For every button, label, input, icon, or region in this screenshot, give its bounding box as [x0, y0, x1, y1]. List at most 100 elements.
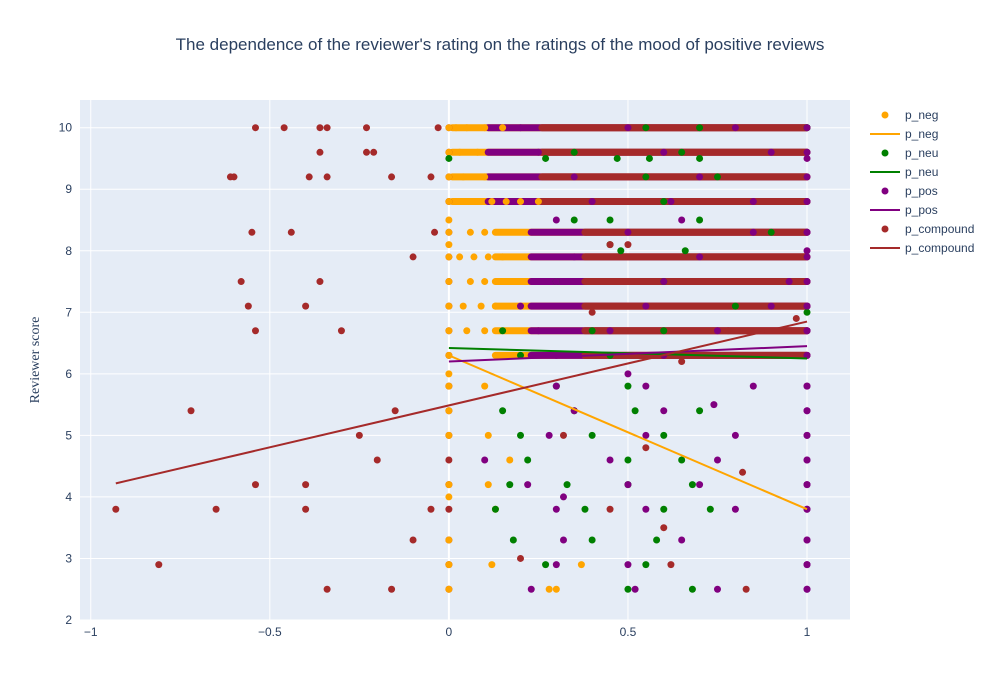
data-point-p_compound [248, 228, 256, 236]
data-point-p_neu [660, 198, 668, 206]
data-point-p_pos [767, 148, 775, 156]
data-point-p_compound [606, 505, 614, 513]
data-point-p_pos [570, 173, 578, 181]
data-point-p_neg [445, 302, 453, 310]
data-point-p_pos [642, 431, 650, 439]
data-point-p_pos [667, 198, 675, 206]
x-tick-label: −0.5 [258, 625, 282, 639]
data-point-p_pos [552, 382, 560, 390]
data-point-p_neu [542, 561, 550, 569]
data-point-p_compound [391, 407, 399, 415]
y-tick-label: 6 [65, 367, 72, 381]
data-point-p_neg [445, 370, 453, 378]
data-point-p_neg [577, 561, 585, 569]
data-point-p_neg [445, 382, 453, 390]
data-point-p_neg [445, 173, 453, 181]
data-point-p_compound [678, 358, 686, 366]
data-point-p_neg [445, 216, 453, 224]
data-point-p_neg [459, 173, 467, 181]
legend-item-line-p_pos[interactable]: p_pos [870, 203, 938, 217]
data-point-p_neg [445, 241, 453, 249]
data-point-p_neg [452, 124, 460, 132]
data-point-p_neg [466, 228, 474, 236]
data-point-p_neg [445, 198, 453, 206]
data-point-p_pos [481, 456, 489, 464]
data-point-p_pos [803, 198, 811, 206]
data-point-p_neu [631, 407, 639, 415]
data-point-p_neg [445, 407, 453, 415]
data-point-p_pos [552, 505, 560, 513]
data-point-p_neg [534, 198, 542, 206]
data-point-p_compound [323, 124, 331, 132]
data-point-p_compound [370, 148, 378, 156]
legend-marker-symbol [881, 149, 889, 157]
data-point-p_neg [463, 327, 471, 335]
data-point-p_pos [660, 278, 668, 286]
data-point-p_compound [302, 481, 310, 489]
data-point-p_pos [527, 585, 535, 593]
data-point-p_neu [563, 481, 571, 489]
data-point-p_neu [491, 505, 499, 513]
x-tick-label: 0.5 [620, 625, 637, 639]
data-point-p_pos [678, 216, 686, 224]
data-point-p_pos [696, 253, 704, 261]
data-point-p_neg [481, 327, 489, 335]
data-points [112, 124, 811, 593]
data-point-p_neg [445, 253, 453, 261]
legend-item-line-p_neg[interactable]: p_neg [870, 127, 938, 141]
legend-item-marker-p_compound[interactable]: p_compound [881, 222, 975, 236]
data-point-p_compound [251, 327, 259, 335]
data-point-p_neg [445, 278, 453, 286]
legend-item-line-p_compound[interactable]: p_compound [870, 241, 974, 255]
legend-marker-symbol [881, 225, 889, 233]
data-point-p_neg [470, 253, 478, 261]
legend-item-line-p_neu[interactable]: p_neu [870, 165, 938, 179]
data-point-p_pos [624, 124, 632, 132]
data-point-p_compound [363, 124, 371, 132]
legend-label: p_neg [905, 108, 938, 122]
legend-item-marker-p_neu[interactable]: p_neu [881, 146, 939, 160]
data-point-p_neg [488, 561, 496, 569]
data-point-p_neu [696, 407, 704, 415]
legend-label: p_neu [905, 146, 938, 160]
legend-item-marker-p_pos[interactable]: p_pos [881, 184, 938, 198]
data-point-p_neu [803, 308, 811, 316]
data-point-p_neu [570, 216, 578, 224]
data-point-p_compound [302, 302, 310, 310]
data-point-p_neu [570, 148, 578, 156]
data-point-p_neu [706, 505, 714, 513]
data-point-p_neu [445, 154, 453, 162]
data-point-p_neu [624, 382, 632, 390]
data-point-p_neu [581, 505, 589, 513]
data-point-p_pos [570, 253, 578, 261]
data-point-p_pos [803, 327, 811, 335]
legend-item-marker-p_neg[interactable]: p_neg [881, 108, 939, 122]
data-point-p_pos [552, 278, 560, 286]
data-point-p_compound [409, 536, 417, 544]
data-point-p_compound [305, 173, 313, 181]
data-point-p_neg [445, 148, 453, 156]
score-band-p_compound [581, 228, 811, 236]
data-point-p_neu [588, 327, 596, 335]
data-point-p_pos [803, 431, 811, 439]
score-band-p_compound [538, 148, 811, 156]
data-point-p_compound [409, 253, 417, 261]
data-point-p_compound [739, 468, 747, 476]
legend-label: p_compound [905, 222, 974, 236]
data-point-p_compound [112, 505, 120, 513]
data-point-p_compound [187, 407, 195, 415]
data-point-p_pos [713, 456, 721, 464]
score-band-p_compound [581, 278, 811, 286]
trend-lines [115, 320, 808, 511]
data-point-p_pos [534, 327, 542, 335]
legend-label: p_pos [905, 203, 938, 217]
data-point-p_neg [456, 253, 464, 261]
data-point-p_pos [767, 302, 775, 310]
legend[interactable]: p_neg p_neg p_neu p_neu p_pos p_pos p_compound… [870, 108, 974, 255]
data-point-p_pos [803, 253, 811, 261]
data-point-p_compound [323, 585, 331, 593]
data-point-p_compound [624, 241, 632, 249]
data-point-p_compound [237, 278, 245, 286]
data-point-p_pos [749, 382, 757, 390]
score-band-p_compound [581, 327, 811, 335]
